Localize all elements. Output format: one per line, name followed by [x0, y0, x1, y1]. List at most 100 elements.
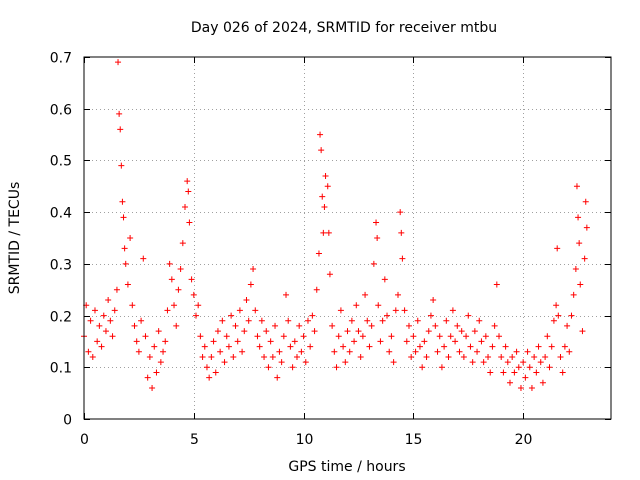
data-point	[526, 364, 533, 371]
data-point	[357, 353, 364, 360]
x-axis-label: GPS time / hours	[288, 459, 405, 475]
data-point	[208, 353, 215, 360]
data-point	[397, 209, 404, 216]
data-point	[577, 281, 584, 288]
data-point	[344, 328, 351, 335]
data-point	[149, 384, 156, 391]
data-point	[223, 333, 230, 340]
data-point	[256, 343, 263, 350]
data-point	[293, 353, 300, 360]
data-point	[539, 379, 546, 386]
data-point	[313, 286, 320, 293]
data-point	[278, 359, 285, 366]
data-point	[138, 317, 145, 324]
data-point	[151, 343, 158, 350]
data-point	[441, 343, 448, 350]
data-point	[434, 348, 441, 355]
data-point	[146, 353, 153, 360]
data-point	[177, 266, 184, 273]
data-point	[463, 333, 470, 340]
data-point	[403, 338, 410, 345]
data-point	[197, 333, 204, 340]
data-point	[296, 322, 303, 329]
data-point	[142, 333, 149, 340]
data-point	[427, 312, 434, 319]
data-point	[386, 348, 393, 355]
data-point	[155, 328, 162, 335]
data-point	[542, 353, 549, 360]
data-point	[287, 343, 294, 350]
data-point	[474, 348, 481, 355]
data-point	[206, 374, 213, 381]
plot-frame	[83, 56, 612, 420]
data-point	[265, 364, 272, 371]
data-point	[583, 224, 590, 231]
data-point	[276, 348, 283, 355]
data-point	[375, 302, 382, 309]
data-point	[353, 302, 360, 309]
data-point	[581, 255, 588, 262]
data-point	[94, 338, 101, 345]
data-point	[362, 291, 369, 298]
data-point	[325, 229, 332, 236]
y-tick-label: 0	[63, 413, 72, 429]
data-point	[412, 348, 419, 355]
data-point	[236, 307, 243, 314]
data-point	[120, 214, 127, 221]
data-point	[438, 364, 445, 371]
data-point	[124, 281, 131, 288]
data-point	[443, 317, 450, 324]
data-point	[557, 353, 564, 360]
data-points	[81, 59, 590, 391]
data-point	[252, 307, 259, 314]
data-point	[430, 297, 437, 304]
data-point	[500, 369, 507, 376]
data-point	[87, 317, 94, 324]
data-point	[153, 369, 160, 376]
data-point	[392, 307, 399, 314]
data-point	[331, 348, 338, 355]
data-point	[258, 317, 265, 324]
data-point	[212, 369, 219, 376]
data-point	[121, 245, 128, 252]
data-point	[351, 338, 358, 345]
data-point	[100, 312, 107, 319]
data-point	[131, 322, 138, 329]
data-point	[553, 302, 560, 309]
data-point	[188, 276, 195, 283]
data-point	[109, 333, 116, 340]
data-point	[370, 260, 377, 267]
data-point	[221, 359, 228, 366]
data-point	[522, 374, 529, 381]
data-point	[533, 369, 540, 376]
data-point	[241, 328, 248, 335]
data-point	[566, 348, 573, 355]
data-point	[234, 338, 241, 345]
data-point	[113, 286, 120, 293]
data-point	[318, 147, 325, 154]
x-axis-ticks: 0 5 10 15 20	[80, 57, 532, 448]
data-point	[436, 333, 443, 340]
data-point	[337, 307, 344, 314]
data-point	[119, 198, 126, 205]
data-point	[579, 328, 586, 335]
data-point	[506, 379, 513, 386]
data-point	[554, 245, 561, 252]
data-point	[568, 312, 575, 319]
data-point	[298, 348, 305, 355]
data-point	[366, 343, 373, 350]
data-point	[118, 162, 125, 169]
data-point	[449, 307, 456, 314]
y-tick-label: 0.5	[50, 154, 72, 170]
data-point	[272, 322, 279, 329]
data-point	[122, 260, 129, 267]
data-point	[395, 291, 402, 298]
data-point	[190, 291, 197, 298]
data-point	[502, 343, 509, 350]
data-point	[175, 286, 182, 293]
y-tick-label: 0.4	[50, 206, 72, 222]
chart-title: Day 026 of 2024, SRMTID for receiver mtb…	[191, 20, 497, 36]
data-point	[199, 353, 206, 360]
data-point	[182, 203, 189, 210]
x-tick-label: 5	[190, 432, 199, 448]
